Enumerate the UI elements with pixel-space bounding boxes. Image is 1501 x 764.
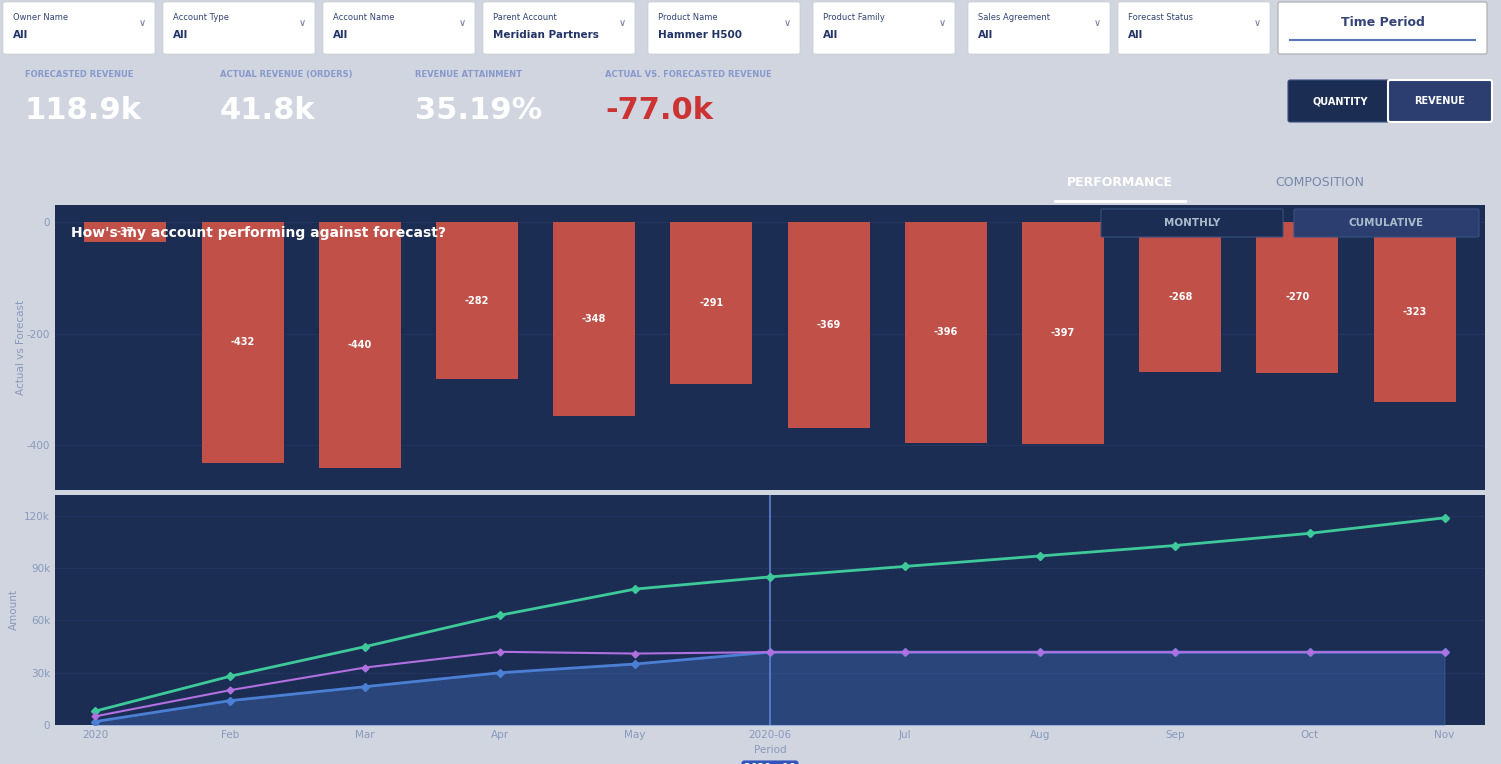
Text: Meridian Partners: Meridian Partners: [492, 30, 599, 40]
Bar: [671, 222, 752, 384]
Text: -268: -268: [1168, 292, 1192, 302]
Text: All: All: [333, 30, 348, 40]
Bar: [1256, 222, 1339, 373]
Text: REVENUE: REVENUE: [1414, 96, 1465, 106]
Text: Owner Name: Owner Name: [14, 13, 68, 22]
Text: ∨: ∨: [1253, 18, 1261, 28]
FancyBboxPatch shape: [1388, 80, 1492, 122]
Text: -77.0k: -77.0k: [605, 96, 713, 125]
Bar: [201, 222, 284, 463]
Text: Hammer H500: Hammer H500: [657, 30, 741, 40]
FancyBboxPatch shape: [814, 2, 955, 54]
X-axis label: Period: Period: [754, 746, 787, 756]
Text: ∨: ∨: [299, 18, 306, 28]
Text: 118.9k: 118.9k: [26, 96, 143, 125]
Bar: [554, 222, 635, 416]
Text: QUANTITY: QUANTITY: [1312, 96, 1367, 106]
Text: How's my account performing against forecast?: How's my account performing against fore…: [71, 226, 446, 240]
FancyBboxPatch shape: [164, 2, 315, 54]
Text: REVENUE ATTAINMENT: REVENUE ATTAINMENT: [414, 70, 522, 79]
Text: All: All: [979, 30, 994, 40]
Text: -37: -37: [117, 227, 134, 237]
Text: Sales Agreement: Sales Agreement: [979, 13, 1051, 22]
Bar: [435, 222, 518, 380]
Text: COMPOSITION: COMPOSITION: [1276, 176, 1364, 189]
FancyBboxPatch shape: [1288, 80, 1391, 122]
FancyBboxPatch shape: [1294, 209, 1478, 237]
Text: -270: -270: [1285, 292, 1309, 303]
Text: All: All: [173, 30, 188, 40]
Text: ∨: ∨: [459, 18, 467, 28]
Text: Product Name: Product Name: [657, 13, 717, 22]
Y-axis label: Amount: Amount: [9, 590, 18, 630]
Text: -282: -282: [465, 296, 489, 306]
Bar: [1139, 222, 1222, 371]
Text: ACTUAL REVENUE (ORDERS): ACTUAL REVENUE (ORDERS): [221, 70, 353, 79]
Text: ∨: ∨: [618, 18, 626, 28]
Text: ∨: ∨: [140, 18, 146, 28]
Text: MONTHLY: MONTHLY: [1163, 218, 1220, 228]
Text: Parent Account: Parent Account: [492, 13, 557, 22]
Text: -397: -397: [1051, 328, 1075, 338]
Text: -348: -348: [582, 314, 606, 324]
FancyBboxPatch shape: [483, 2, 635, 54]
FancyBboxPatch shape: [323, 2, 474, 54]
Text: FORECASTED REVENUE: FORECASTED REVENUE: [26, 70, 134, 79]
Text: -396: -396: [934, 328, 958, 338]
Text: Account Type: Account Type: [173, 13, 230, 22]
FancyBboxPatch shape: [648, 2, 800, 54]
Text: 35.19%: 35.19%: [414, 96, 542, 125]
Text: -291: -291: [699, 298, 723, 308]
Text: Product Family: Product Family: [823, 13, 886, 22]
Text: -440: -440: [348, 340, 372, 350]
Text: ∨: ∨: [1094, 18, 1102, 28]
FancyBboxPatch shape: [3, 2, 155, 54]
Text: PERFORMANCE: PERFORMANCE: [1067, 176, 1172, 189]
Bar: [318, 222, 401, 468]
Text: All: All: [14, 30, 29, 40]
Bar: [84, 222, 167, 242]
FancyBboxPatch shape: [1277, 2, 1487, 54]
Text: -323: -323: [1402, 307, 1427, 317]
Bar: [1022, 222, 1105, 444]
Text: Time Period: Time Period: [1340, 17, 1424, 30]
Text: 41.8k: 41.8k: [221, 96, 315, 125]
X-axis label: Period: Period: [754, 496, 787, 506]
Bar: [905, 222, 986, 443]
Text: ∨: ∨: [940, 18, 946, 28]
FancyBboxPatch shape: [1102, 209, 1283, 237]
Text: CUMULATIVE: CUMULATIVE: [1349, 218, 1424, 228]
Text: All: All: [1127, 30, 1144, 40]
Text: ACTUAL VS. FORECASTED REVENUE: ACTUAL VS. FORECASTED REVENUE: [605, 70, 772, 79]
Text: ∨: ∨: [784, 18, 791, 28]
Bar: [1373, 222, 1456, 403]
Text: -432: -432: [231, 338, 255, 348]
Text: All: All: [823, 30, 838, 40]
Y-axis label: Actual vs Forecast: Actual vs Forecast: [17, 300, 26, 395]
Bar: [788, 222, 869, 428]
Text: -369: -369: [817, 320, 841, 330]
Text: Forecast Status: Forecast Status: [1127, 13, 1193, 22]
Text: Account Name: Account Name: [333, 13, 395, 22]
FancyBboxPatch shape: [968, 2, 1111, 54]
FancyBboxPatch shape: [1118, 2, 1270, 54]
